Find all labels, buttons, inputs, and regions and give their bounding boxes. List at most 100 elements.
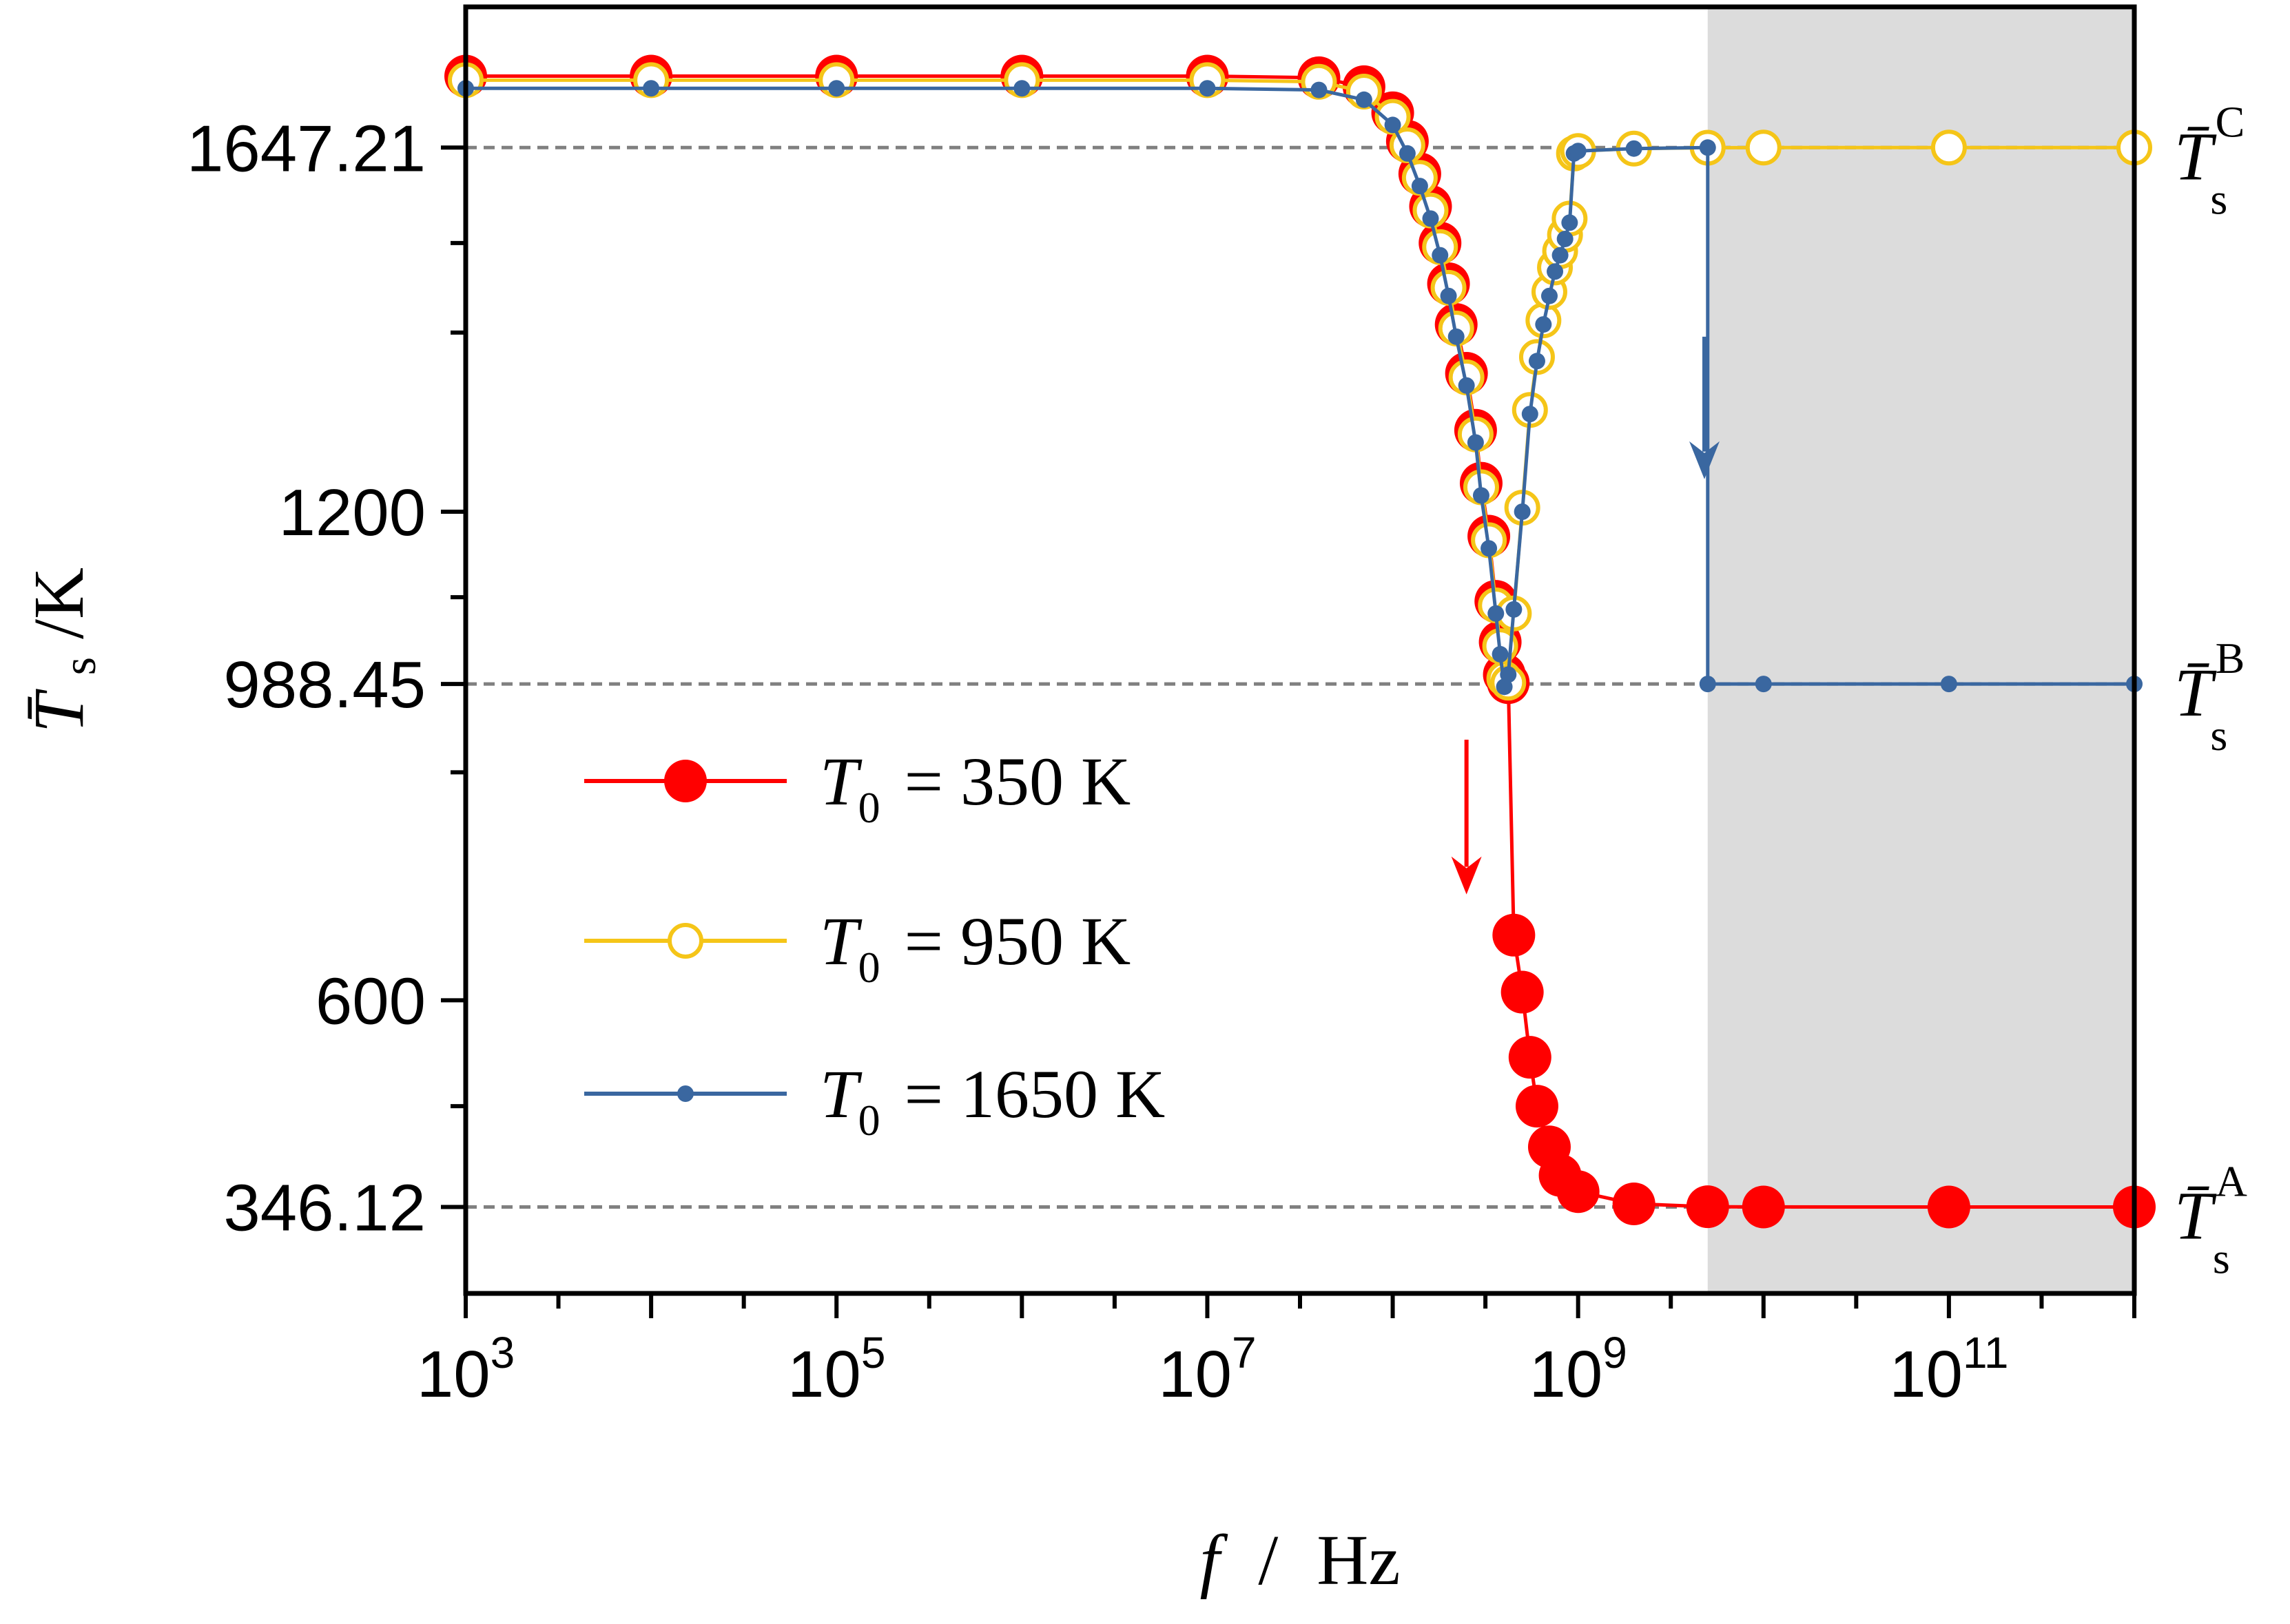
series-3-point [1440, 287, 1457, 304]
shaded-region-layer [1707, 7, 2134, 1293]
series-3-point [1500, 666, 1517, 683]
legend-label-var: T [820, 903, 863, 979]
y-tick-label: 1200 [278, 476, 426, 550]
y-axis-label: T̄ s /K [19, 568, 111, 733]
reference-label-sub: s [2210, 174, 2227, 223]
series-3-point [1528, 353, 1545, 370]
series-3-point [1940, 676, 1957, 693]
shaded-region [1707, 7, 2134, 1293]
series-1-point [1927, 1185, 1970, 1229]
series-3-point [1540, 287, 1558, 304]
y-tick-label: 1647.21 [187, 112, 426, 185]
series-3-point [1699, 139, 1716, 156]
series-3 [457, 80, 2143, 696]
series-3-point [1472, 487, 1489, 504]
y-tick-label: 600 [316, 964, 426, 1038]
x-tick-label: 107 [1158, 1328, 1256, 1411]
legend-label: T0 = 950 K [820, 903, 1131, 992]
legend-label-var: T [820, 1056, 863, 1132]
series-3-point [643, 80, 660, 97]
series-3-point [1492, 645, 1509, 663]
x-tick-base: 10 [1889, 1337, 1963, 1411]
series-3-point [1432, 247, 1449, 264]
series-3-point [1481, 540, 1498, 557]
series-3-point [1399, 145, 1416, 162]
series-2-point [1930, 129, 1967, 166]
x-tick-label: 109 [1529, 1328, 1627, 1411]
series-1-point [1515, 1085, 1558, 1128]
series-3-point [1521, 406, 1538, 423]
y-tick-label: 988.45 [223, 648, 426, 722]
x-axis-label-sep: / [1258, 1521, 1278, 1600]
series-3-point [1561, 214, 1578, 231]
x-axis-label-var: f [1199, 1521, 1228, 1600]
reference-label-var: T̄ [2174, 654, 2217, 731]
x-tick-label: 105 [787, 1328, 885, 1411]
reference-label-sub: s [2213, 1234, 2230, 1283]
arrow-head [1451, 856, 1482, 895]
legend-entry-2: T0 = 950 K [584, 903, 1131, 992]
y-axis-label-sub: s [53, 657, 105, 675]
series-3-point [1458, 377, 1475, 394]
series-3-point [1755, 676, 1772, 693]
series-3-point [1514, 503, 1531, 521]
legend-label: T0 = 350 K [820, 743, 1131, 832]
y-axis-label-unit: /K [19, 568, 99, 639]
x-axis-label: f / Hz [1199, 1521, 1400, 1600]
x-tick-exp: 7 [1232, 1328, 1257, 1377]
reference-label-C: T̄C s [2174, 97, 2245, 223]
series-3-point [1547, 263, 1564, 280]
series-3-point [828, 80, 845, 97]
series-3-point [1551, 247, 1569, 264]
legend-entry-1: T0 = 350 K [584, 743, 1131, 832]
series-3-point [1556, 230, 1574, 247]
ticks-layer [441, 145, 2136, 1318]
series-3-point [1535, 316, 1552, 333]
x-tick-label: 1011 [1889, 1328, 2008, 1411]
series-3-point [1422, 210, 1439, 227]
legend-label-sub: 0 [858, 1096, 880, 1145]
reference-labels-layer: T̄C sT̄B sT̄A s [2174, 97, 2247, 1282]
series-3-point [1625, 140, 1642, 157]
x-tick-exp: 9 [1602, 1328, 1627, 1377]
x-tick-base: 10 [417, 1337, 491, 1411]
series-3-point [1505, 601, 1523, 618]
series-1-point [1508, 1036, 1551, 1079]
legend-label-rest: = 1650 K [887, 1056, 1166, 1132]
x-axis-label-unit: Hz [1317, 1521, 1400, 1600]
series-1-point [1686, 1185, 1729, 1229]
reference-label-sup: B [2216, 634, 2245, 683]
series-1-point [1500, 970, 1544, 1014]
legend: T0 = 350 KT0 = 950 KT0 = 1650 K [584, 743, 1165, 1145]
reference-label-var: T̄ [2174, 118, 2217, 194]
reference-label-sup: A [2216, 1157, 2247, 1206]
series-3-point [1467, 434, 1484, 451]
legend-label-var: T [820, 743, 863, 820]
series-1-point [1742, 1185, 1785, 1229]
x-tick-base: 10 [1158, 1337, 1232, 1411]
series-3-point [1355, 91, 1372, 108]
series-3-point [1310, 81, 1328, 98]
series-3-point [1447, 328, 1465, 345]
y-tick-label: 346.12 [223, 1172, 426, 1245]
series-3-point [1487, 605, 1505, 622]
series-3-point [1569, 143, 1587, 160]
series-3-point [1699, 676, 1716, 693]
tick-labels-layer: 103 105 107 109 1011346.12600988.4512001647.… [187, 112, 2009, 1411]
series-3-point [1384, 116, 1401, 134]
reference-label-A: T̄A s [2174, 1157, 2247, 1283]
reference-label-sub: s [2210, 711, 2227, 760]
reference-label-B: T̄B s [2174, 634, 2245, 760]
arrow-1 [1451, 740, 1482, 895]
legend-label: T0 = 1650 K [820, 1056, 1165, 1145]
legend-marker [664, 760, 707, 802]
x-tick-exp: 11 [1963, 1328, 2008, 1377]
y-axis-label-var: T̄ [19, 689, 99, 733]
x-tick-exp: 5 [861, 1328, 886, 1377]
legend-label-sub: 0 [858, 783, 880, 832]
series-3-point [1199, 80, 1216, 97]
x-tick-base: 10 [1529, 1337, 1602, 1411]
reference-lines-layer [466, 145, 2134, 1209]
legend-label-rest: = 950 K [887, 903, 1131, 979]
